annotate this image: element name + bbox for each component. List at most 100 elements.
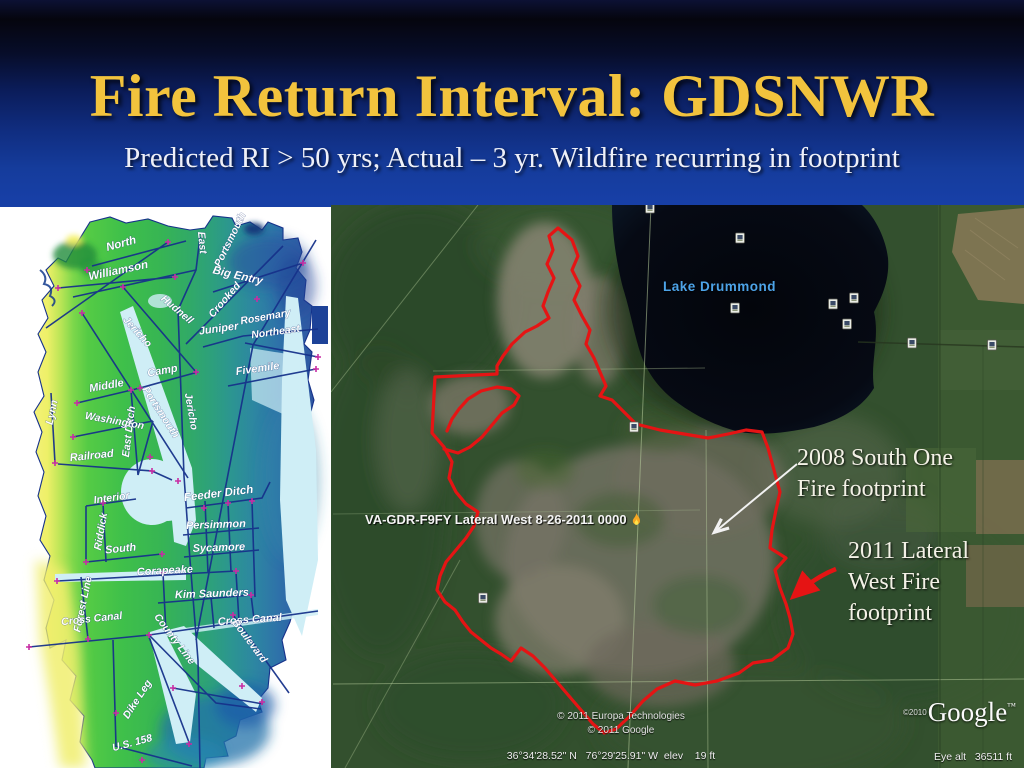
gate-cross-marker (26, 644, 32, 650)
placemark-icon (730, 302, 740, 314)
gate-cross-marker (233, 568, 239, 574)
annotation-2011-line1: 2011 Lateral (848, 538, 970, 564)
gate-cross-marker (201, 505, 207, 511)
ditch-label-lynn: Lynn (44, 399, 61, 426)
placemark-icon (735, 232, 745, 244)
placemark-icon (828, 298, 838, 310)
gate-cross-marker (120, 284, 126, 290)
gate-cross-marker (239, 683, 245, 689)
gate-cross-marker (83, 559, 89, 565)
ditch-lines (28, 236, 319, 768)
gate-cross-marker (149, 468, 155, 474)
gate-cross-marker (160, 570, 166, 576)
gate-cross-marker (165, 239, 171, 245)
placemark-icon (849, 292, 859, 304)
ditch-label-east: East (195, 231, 209, 255)
ditch-label-railroad: Railroad (69, 448, 114, 465)
gate-cross-marker (70, 434, 76, 440)
gate-cross-marker (84, 267, 90, 273)
annotation-2011-line2: West Fire (848, 569, 941, 595)
lake-drummond-label: Lake Drummond (663, 279, 777, 294)
creek (39, 269, 56, 307)
gate-cross-marker (100, 500, 106, 506)
legend-color-chip (312, 306, 328, 344)
gate-cross-marker (249, 498, 255, 504)
gate-cross-marker (175, 478, 181, 484)
ditch-label-juniper: Juniper (198, 320, 240, 338)
google-logo-tm: ™ (1007, 701, 1016, 711)
placemark-icon (629, 421, 639, 433)
annotation-2008-line1: 2008 South One (797, 445, 953, 471)
arrow-2008-footprint (716, 463, 798, 531)
ditch-label-south: South (105, 541, 138, 556)
ditch-label-corapeake: Corapeake (136, 564, 193, 579)
gate-cross-marker (193, 369, 199, 375)
gate-cross-marker (170, 685, 176, 691)
annotation-2011-line3: footprint (848, 600, 932, 626)
gate-cross-marker (128, 387, 134, 393)
gdsnwr-ditch-map-image: North East Portsmouth Williamson Big Entry Cr… (0, 207, 331, 768)
gate-cross-marker (139, 757, 145, 763)
fire-perimeter-outline (430, 226, 795, 735)
google-logo-text: Google (927, 697, 1008, 727)
gate-cross-marker (159, 551, 165, 557)
gate-cross-marker (313, 366, 319, 372)
gate-cross-marker (225, 500, 231, 506)
gate-cross-marker (52, 460, 58, 466)
placemark-icon (907, 337, 917, 349)
coordinates-status-bar: 36°34'28.52" N 76°29'25.91" W elev 19 ft (506, 750, 716, 762)
ditch-label-kim-saunders: Kim Saunders (175, 587, 249, 602)
gate-cross-marker (259, 699, 265, 705)
forest-texture (331, 205, 1020, 768)
placemark-icon (645, 205, 655, 214)
gate-cross-marker (300, 260, 306, 266)
map-credit-google: © 2011 Google (587, 725, 655, 736)
gate-cross-marker (254, 296, 260, 302)
placemark-icon (478, 592, 488, 604)
google-logo-copyright: ©2010 (902, 708, 927, 717)
slide-title: Fire Return Interval: GDSNWR (89, 63, 935, 129)
incident-placemark-label: VA-GDR-F9FY Lateral West 8-26-2011 0000 (365, 512, 642, 527)
farmland (906, 205, 1024, 768)
placemark-icon (842, 318, 852, 330)
lake-drummond (612, 205, 889, 434)
placemark-icons (478, 205, 997, 604)
gate-cross-marker (186, 741, 192, 747)
fire-perimeter-hook (442, 385, 521, 455)
ditch-label-sycamore: Sycamore (192, 541, 245, 555)
gate-cross-marker (85, 636, 91, 642)
ditch-label-interior: Interior (93, 489, 131, 506)
placemark-icon (987, 339, 997, 351)
gate-cross-marker (248, 592, 254, 598)
burn-scar (430, 222, 785, 707)
gate-cross-marker (147, 454, 153, 460)
gate-cross-marker (55, 285, 61, 291)
annotation-2008-line2: Fire footprint (797, 476, 926, 502)
map-credit-europa: © 2011 Europa Technologies (557, 711, 685, 722)
ditch-label-camp: Camp (146, 362, 178, 379)
gate-cross-marker (146, 632, 152, 638)
incident-label-text: VA-GDR-F9FY Lateral West 8-26-2011 0000 (365, 512, 627, 527)
gate-cross-marker (315, 354, 321, 360)
water-bodies (55, 294, 318, 744)
gate-cross-marker (230, 612, 236, 618)
gate-cross-marker (113, 710, 119, 716)
gate-cross-marker (74, 400, 80, 406)
ditch-gate-markers (26, 239, 321, 763)
google-logo: ©2010Google™ (903, 697, 1016, 728)
annotation-2011-fire: 2011 Lateral West Fire footprint (848, 536, 969, 629)
ditch-label-persimmon: Persimmon (186, 518, 247, 532)
gate-cross-marker (54, 578, 60, 584)
ditch-label-cross-canal: Cross Canal (217, 612, 283, 629)
annotation-2008-fire: 2008 South One Fire footprint (797, 443, 953, 505)
gate-cross-marker (172, 274, 178, 280)
gate-cross-marker (137, 385, 143, 391)
satellite-svg (331, 205, 1024, 768)
eye-altitude-readout: Eye alt 36511 ft (933, 751, 1012, 763)
arrow-2011-footprint (789, 566, 837, 601)
google-earth-satellite-image: Lake Drummond VA-GDR-F9FY Lateral West 8… (331, 205, 1024, 768)
fire-icon (631, 512, 642, 527)
slide-subtitle: Predicted RI > 50 yrs; Actual – 3 yr. Wi… (124, 142, 900, 174)
